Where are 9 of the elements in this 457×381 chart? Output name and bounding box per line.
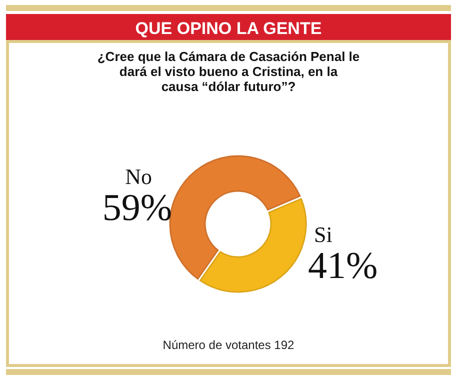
donut-slice: [199, 198, 307, 293]
slice-label: Si: [314, 222, 332, 247]
slice-label: No: [125, 164, 152, 189]
text: Número de votantes 192: [162, 338, 295, 352]
data-label: 59%: [102, 187, 172, 229]
donut-slice: [169, 155, 301, 280]
chart-title: QUE OPINO LA GENTE: [135, 19, 322, 38]
chart-subtitle: ¿Cree que la Cámara de Casación Penal le dará el visto bueno a Cristina, en la causa “dólar futuro”?: [97, 49, 360, 94]
data-label: 41%: [308, 245, 378, 287]
